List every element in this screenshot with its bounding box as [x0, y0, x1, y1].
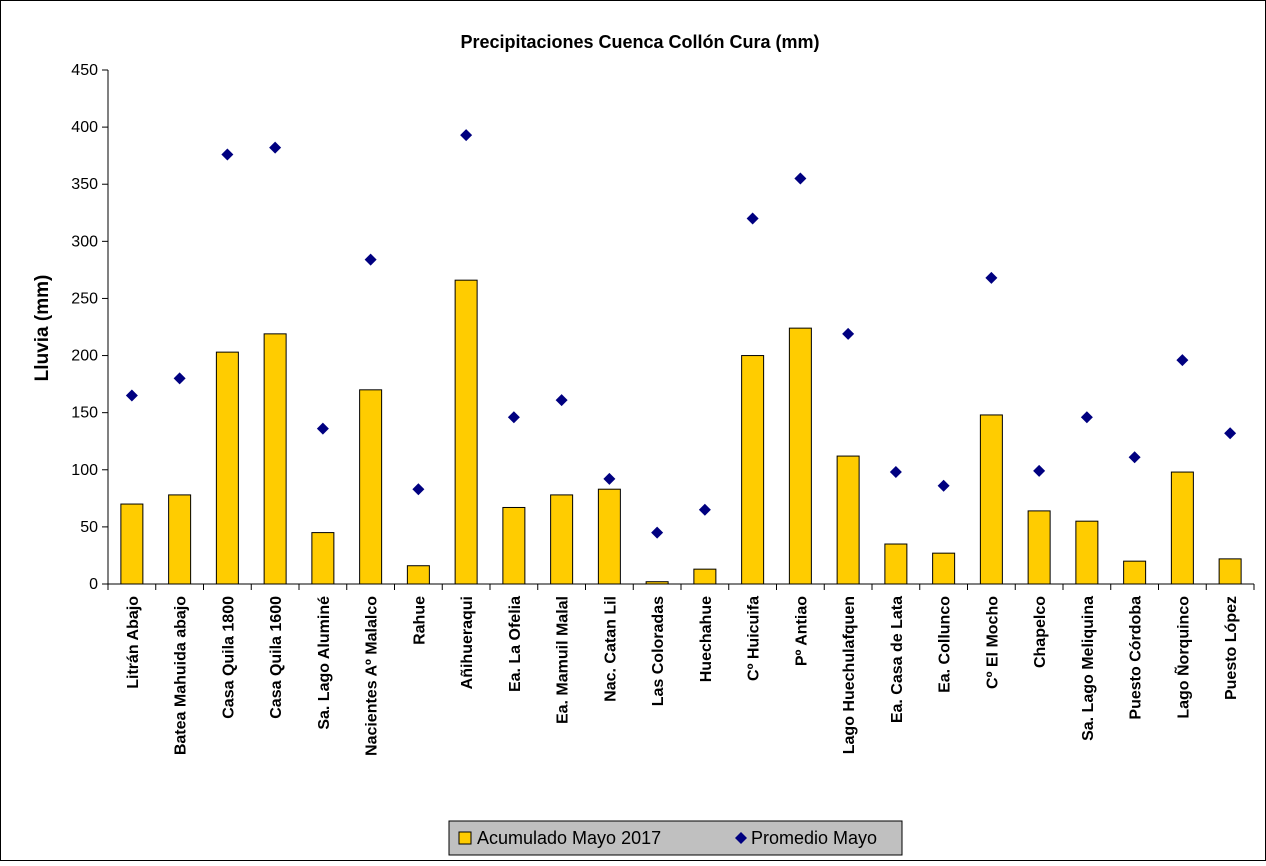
point-promedio-mayo — [460, 129, 473, 142]
y-tick-label: 150 — [71, 405, 98, 422]
point-promedio-mayo — [1033, 464, 1046, 477]
point-promedio-mayo — [842, 327, 855, 340]
point-promedio-mayo — [412, 483, 425, 496]
point-promedio-mayo — [1176, 354, 1189, 367]
bar-acumulado-mayo-2017 — [645, 581, 669, 585]
point-promedio-mayo — [221, 148, 234, 161]
bar-acumulado-mayo-2017 — [120, 503, 144, 585]
x-tick-label: Nac. Catan Lil — [602, 596, 619, 702]
x-tick-label: Casa Quila 1600 — [268, 596, 285, 719]
point-promedio-mayo — [364, 253, 377, 266]
x-tick-label: Las Coloradas — [650, 596, 667, 706]
legend-marker-promedio — [735, 832, 747, 844]
x-tick-label: Cº Huicuifa — [746, 596, 763, 681]
x-tick-label: Lago Huechulafquen — [841, 596, 858, 754]
x-tick-label: Rahue — [411, 596, 428, 645]
point-promedio-mayo — [125, 389, 138, 402]
x-tick-label: Pº Antiao — [793, 596, 810, 666]
x-tick-label: Ea. La Ofelia — [507, 596, 524, 692]
bar-acumulado-mayo-2017 — [836, 455, 860, 585]
x-tick-label: Puesto Córdoba — [1128, 596, 1145, 720]
point-promedio-mayo — [651, 526, 664, 539]
y-tick-label: 200 — [71, 348, 98, 365]
legend-box — [448, 820, 903, 856]
y-tick-label: 400 — [71, 119, 98, 136]
x-tick-label: Ea. Mamuil Malal — [555, 596, 572, 724]
point-promedio-mayo — [603, 472, 616, 485]
bar-acumulado-mayo-2017 — [979, 414, 1003, 585]
x-tick-label: Litrán Abajo — [125, 596, 142, 689]
point-promedio-mayo — [507, 411, 520, 424]
bar-acumulado-mayo-2017 — [168, 494, 192, 585]
x-tick-label: Sa. Lago Meliquina — [1080, 596, 1097, 741]
point-promedio-mayo — [173, 372, 186, 385]
x-tick-label: Añihueraqui — [459, 596, 476, 689]
chart-title: Precipitaciones Cuenca Collón Cura (mm) — [460, 32, 819, 52]
bar-acumulado-mayo-2017 — [550, 494, 574, 585]
point-promedio-mayo — [794, 172, 807, 185]
bar-acumulado-mayo-2017 — [741, 355, 765, 585]
x-tick-label: Puesto López — [1223, 596, 1240, 700]
point-promedio-mayo — [937, 479, 950, 492]
bar-acumulado-mayo-2017 — [597, 488, 621, 585]
bar-acumulado-mayo-2017 — [215, 351, 239, 585]
x-tick-label: Casa Quila 1800 — [220, 596, 237, 719]
y-tick-label: 50 — [80, 519, 98, 536]
legend-label-acumulado: Acumulado Mayo 2017 — [477, 828, 661, 848]
bar-acumulado-mayo-2017 — [406, 565, 430, 585]
x-tick-label: Ea. Casa de Lata — [889, 596, 906, 723]
bar-acumulado-mayo-2017 — [263, 333, 287, 585]
point-promedio-mayo — [1128, 451, 1141, 464]
y-tick-label: 100 — [71, 462, 98, 479]
point-promedio-mayo — [1224, 427, 1237, 440]
bar-acumulado-mayo-2017 — [932, 552, 956, 585]
x-tick-label: Huechahue — [698, 596, 715, 682]
y-tick-label: 450 — [71, 62, 98, 79]
bar-acumulado-mayo-2017 — [1027, 510, 1051, 585]
bar-acumulado-mayo-2017 — [1218, 558, 1242, 585]
bar-acumulado-mayo-2017 — [1170, 471, 1194, 585]
bar-acumulado-mayo-2017 — [788, 327, 812, 585]
point-promedio-mayo — [746, 212, 759, 225]
y-tick-label: 0 — [89, 576, 98, 593]
bar-acumulado-mayo-2017 — [454, 279, 478, 585]
point-promedio-mayo — [555, 394, 568, 407]
x-tick-label: Ea. Collunco — [937, 596, 954, 693]
legend-label-promedio: Promedio Mayo — [751, 828, 877, 848]
point-promedio-mayo — [269, 141, 282, 154]
bar-acumulado-mayo-2017 — [1123, 560, 1147, 585]
x-tick-label: Lago Ñorquinco — [1172, 596, 1192, 719]
x-tick-label: Chapelco — [1032, 596, 1049, 668]
y-axis-label: Lluvia (mm) — [32, 275, 53, 382]
y-tick-label: 300 — [71, 233, 98, 250]
bar-acumulado-mayo-2017 — [1075, 520, 1099, 585]
y-tick-label: 350 — [71, 176, 98, 193]
point-promedio-mayo — [1080, 411, 1093, 424]
point-promedio-mayo — [316, 422, 329, 435]
legend-swatch-acumulado — [458, 831, 472, 845]
bar-acumulado-mayo-2017 — [884, 543, 908, 585]
point-promedio-mayo — [698, 503, 711, 516]
bar-acumulado-mayo-2017 — [693, 568, 717, 585]
point-promedio-mayo — [985, 271, 998, 284]
y-tick-label: 250 — [71, 290, 98, 307]
x-tick-label: Cº El Mocho — [984, 596, 1001, 689]
x-tick-label: Sa. Lago Aluminé — [316, 596, 333, 730]
point-promedio-mayo — [889, 466, 902, 479]
bar-acumulado-mayo-2017 — [502, 506, 526, 585]
x-tick-label: Nacientes Aº Malalco — [364, 596, 381, 756]
plot-area: 0 50 100 150 200 250 300 350 400 450 Litrán Abajo B… — [71, 62, 1255, 756]
bar-acumulado-mayo-2017 — [359, 389, 383, 585]
bar-acumulado-mayo-2017 — [311, 532, 335, 585]
legend: Acumulado Mayo 2017 Promedio Mayo — [448, 820, 903, 856]
x-tick-label: Batea Mahuida abajo — [173, 596, 190, 755]
